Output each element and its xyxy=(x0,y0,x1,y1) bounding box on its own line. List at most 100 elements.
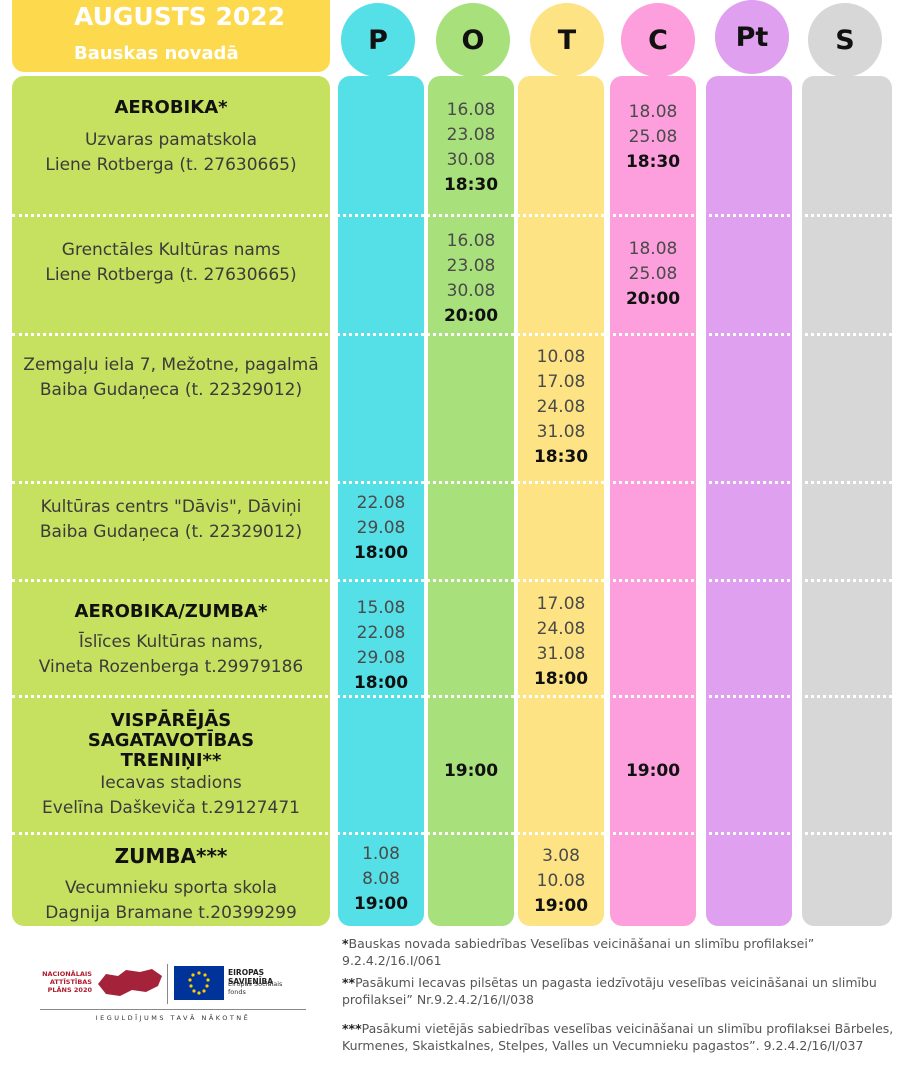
day-header-pt: Pt xyxy=(715,0,789,74)
column-pt xyxy=(706,76,792,926)
activity-trainer: Baiba Gudaņeca (t. 22329012) xyxy=(39,522,303,542)
page-subtitle: Bauskas novadā xyxy=(74,43,239,64)
slogan: IEGULDĪJUMS TAVĀ NĀKOTNĒ xyxy=(95,1014,251,1022)
activities-column xyxy=(12,76,330,926)
eu-title: EIROPAS SAVIENĪBA xyxy=(228,968,274,986)
footnote: **Pasākumi Iecavas pilsētas un pagasta i… xyxy=(342,974,902,1008)
date: 10.08 xyxy=(536,347,586,367)
schedule-cell: 18.08 25.08 20:00 xyxy=(610,237,696,312)
schedule-cell: 19:00 xyxy=(428,759,514,784)
activity-trainer: Dagnija Bramane t.20399299 xyxy=(45,903,297,923)
row-divider xyxy=(12,214,892,217)
footnote-mark: * xyxy=(342,936,349,951)
day-header-s: S xyxy=(808,3,882,77)
activity-heading: ZUMBA*** xyxy=(114,844,228,868)
activity-block: ZUMBA*** Vecumnieku sporta skola Dagnija… xyxy=(12,846,330,926)
activity-heading: AEROBIKA/ZUMBA* xyxy=(74,601,268,622)
date: 23.08 xyxy=(446,256,496,276)
time: 18:30 xyxy=(533,447,589,467)
schedule-cell: 17.08 24.08 31.08 18:00 xyxy=(518,592,604,692)
activity-place: Zemgaļu iela 7, Mežotne, pagalmā xyxy=(23,355,319,375)
date: 15.08 xyxy=(356,598,406,618)
column-p xyxy=(338,76,424,926)
date: 23.08 xyxy=(446,125,496,145)
latvia-map-icon xyxy=(98,969,162,996)
eu-fund: Eiropas Sociālais fonds xyxy=(228,980,283,996)
activity-trainer: Liene Rotberga (t. 27630665) xyxy=(45,265,297,285)
funding-logos: NACIONĀLAIS ATTĪSTĪBAS PLĀNS 2020 EIROPA… xyxy=(40,962,306,1022)
date: 18.08 xyxy=(628,102,678,122)
activity-place: Vecumnieku sporta skola xyxy=(64,878,278,898)
row-divider xyxy=(12,579,892,582)
date: 22.08 xyxy=(356,623,406,643)
page-title: AUGUSTS 2022 xyxy=(74,2,286,31)
column-s xyxy=(802,76,892,926)
schedule-cell: 15.08 22.08 29.08 18:00 xyxy=(338,596,424,696)
day-header-o: O xyxy=(436,3,510,77)
schedule-cell: 18.08 25.08 18:30 xyxy=(610,100,696,175)
date: 18.08 xyxy=(628,239,678,259)
date: 29.08 xyxy=(356,518,406,538)
activity-block: VISPĀRĒJĀS SAGATAVOTĪBAS TRENIŅI** Iecav… xyxy=(12,711,330,821)
date: 31.08 xyxy=(536,422,586,442)
time: 18:00 xyxy=(533,669,589,689)
date: 24.08 xyxy=(536,619,586,639)
column-o xyxy=(428,76,514,926)
date: 30.08 xyxy=(446,150,496,170)
time: 18:00 xyxy=(353,673,409,693)
date: 29.08 xyxy=(356,648,406,668)
date: 24.08 xyxy=(536,397,586,417)
activity-block: Grenctāles Kultūras nams Liene Rotberga … xyxy=(12,238,330,288)
header-banner: AUGUSTS 2022 Bauskas novadā xyxy=(12,0,330,72)
date: 3.08 xyxy=(542,846,580,866)
date: 30.08 xyxy=(446,281,496,301)
time: 18:00 xyxy=(353,543,409,563)
footnote-text: Pasākumi Iecavas pilsētas un pagasta ied… xyxy=(342,975,877,1007)
row-divider xyxy=(12,333,892,336)
logo-rule xyxy=(40,1009,306,1010)
date: 22.08 xyxy=(356,493,406,513)
date: 1.08 xyxy=(362,844,400,864)
date: 25.08 xyxy=(628,127,678,147)
schedule-cell: 10.08 17.08 24.08 31.08 18:30 xyxy=(518,345,604,470)
footnote-text: Bauskas novada sabiedrības Veselības vei… xyxy=(342,936,815,968)
activity-block: Zemgaļu iela 7, Mežotne, pagalmā Baiba G… xyxy=(12,353,330,403)
activity-place: Uzvaras pamatskola xyxy=(84,130,257,150)
row-divider xyxy=(12,481,892,484)
row-divider xyxy=(12,832,892,835)
day-header-p: P xyxy=(341,3,415,77)
activity-heading: AEROBIKA* xyxy=(114,97,228,118)
activity-block: AEROBIKA/ZUMBA* Īslīces Kultūras nams, V… xyxy=(12,602,330,680)
time: 19:00 xyxy=(625,761,681,781)
logo-divider xyxy=(167,964,168,1004)
activity-block: AEROBIKA* Uzvaras pamatskola Liene Rotbe… xyxy=(12,98,330,178)
date: 16.08 xyxy=(446,100,496,120)
time: 20:00 xyxy=(443,306,499,326)
day-header-c: C xyxy=(621,3,695,77)
activity-place: Iecavas stadions xyxy=(100,773,242,793)
time: 18:30 xyxy=(625,152,681,172)
schedule-cell: 19:00 xyxy=(610,759,696,784)
day-header-t: T xyxy=(530,3,604,77)
nap-logo-text: NACIONĀLAIS ATTĪSTĪBAS PLĀNS 2020 xyxy=(42,970,92,994)
date: 10.08 xyxy=(536,871,586,891)
activity-block: Kultūras centrs "Dāvis", Dāviņi Baiba Gu… xyxy=(12,495,330,545)
activity-place: Kultūras centrs "Dāvis", Dāviņi xyxy=(40,497,302,517)
footnote-mark: ** xyxy=(342,975,356,990)
time: 19:00 xyxy=(353,894,409,914)
footnote: *Bauskas novada sabiedrības Veselības ve… xyxy=(342,935,902,969)
footnote: ***Pasākumi vietējās sabiedrības veselīb… xyxy=(342,1020,902,1054)
activity-trainer: Vineta Rozenberga t.29979186 xyxy=(38,657,304,677)
activity-place: Grenctāles Kultūras nams xyxy=(61,240,281,260)
date: 25.08 xyxy=(628,264,678,284)
column-t xyxy=(518,76,604,926)
activity-trainer: Evelīna Daškeviča t.29127471 xyxy=(42,798,300,818)
schedule-cell: 22.08 29.08 18:00 xyxy=(338,491,424,566)
schedule-cell: 3.08 10.08 19:00 xyxy=(518,844,604,919)
activity-heading: VISPĀRĒJĀS SAGATAVOTĪBAS TRENIŅI** xyxy=(87,710,255,771)
time: 19:00 xyxy=(533,896,589,916)
time: 20:00 xyxy=(625,289,681,309)
footnote-text: Pasākumi vietējās sabiedrības veselības … xyxy=(342,1021,894,1053)
time: 19:00 xyxy=(443,761,499,781)
activity-trainer: Liene Rotberga (t. 27630665) xyxy=(45,155,297,175)
